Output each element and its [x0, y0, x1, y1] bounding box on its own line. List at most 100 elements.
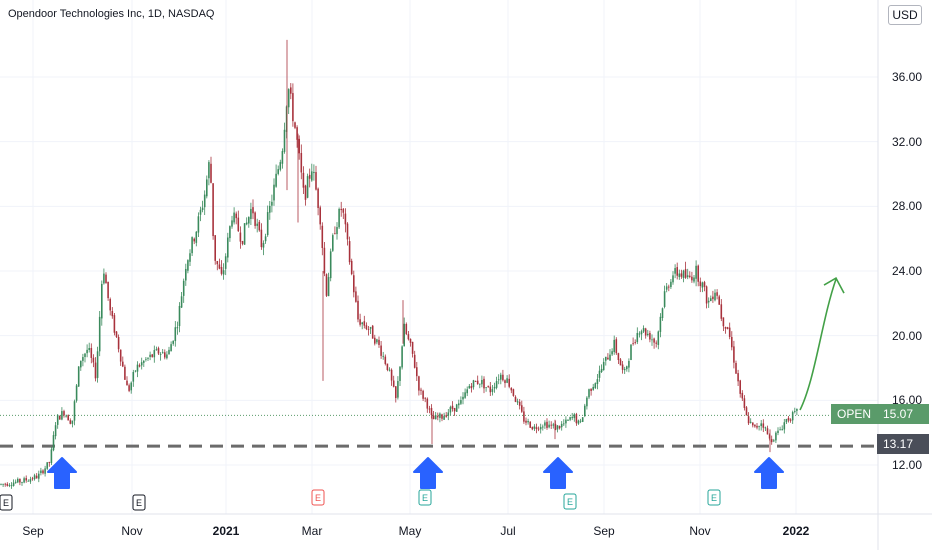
y-tick-label: 20.00	[891, 328, 922, 343]
candle-body	[416, 367, 418, 377]
candle	[94, 357, 97, 382]
candle	[619, 357, 622, 366]
candle	[678, 269, 681, 280]
candle-body	[733, 346, 735, 363]
candle	[516, 398, 519, 406]
candle	[334, 226, 336, 235]
candle-body	[73, 401, 76, 421]
candle	[569, 416, 571, 422]
candle	[684, 261, 687, 279]
candle	[487, 385, 489, 388]
candle-body	[90, 348, 93, 358]
candle	[388, 367, 391, 372]
candle-body	[649, 332, 651, 340]
up-arrow-icon	[543, 457, 573, 489]
candle-body	[313, 171, 315, 174]
candle-body	[689, 275, 691, 277]
candle	[193, 237, 195, 245]
candle-body	[537, 428, 540, 430]
candle-body	[332, 235, 334, 251]
candle-body	[712, 296, 714, 300]
candle	[787, 415, 790, 423]
candle-body	[8, 485, 11, 486]
candle	[292, 83, 294, 127]
candle	[581, 417, 584, 423]
candle	[14, 479, 17, 484]
candle-body	[695, 265, 697, 279]
candle-body	[485, 387, 487, 388]
candle	[535, 423, 538, 434]
candle	[145, 356, 147, 362]
candle-body	[101, 283, 103, 319]
candle-body	[495, 381, 498, 388]
candle	[214, 235, 216, 265]
candle	[728, 322, 731, 340]
currency-button[interactable]: USD	[888, 5, 922, 25]
candle	[376, 338, 378, 345]
candle	[224, 253, 227, 276]
candle-body	[594, 383, 597, 389]
candle-body	[411, 341, 414, 354]
candle	[239, 226, 242, 249]
candle	[21, 481, 23, 486]
candle-body	[598, 370, 601, 378]
candle	[216, 260, 219, 271]
candle-body	[296, 127, 298, 140]
candle	[378, 336, 380, 348]
candle	[109, 297, 111, 316]
candle-body	[439, 413, 441, 418]
candle-body	[306, 176, 309, 198]
candle	[54, 421, 57, 440]
candle-body	[504, 380, 506, 384]
candle-body	[437, 416, 439, 418]
projection-arrowhead	[823, 276, 845, 294]
candle	[539, 423, 542, 434]
candle	[59, 415, 61, 420]
candle	[468, 384, 471, 389]
candle	[332, 233, 334, 252]
candle	[56, 413, 59, 429]
candle	[269, 200, 271, 220]
candle	[374, 334, 376, 346]
candle	[542, 424, 544, 431]
y-tick-label: 36.00	[891, 70, 922, 84]
earnings-label: E	[315, 493, 321, 503]
candle	[695, 260, 697, 287]
candle-body	[378, 339, 380, 345]
candle-body	[575, 414, 578, 424]
candle	[781, 425, 783, 431]
up-arrow-shape	[754, 457, 784, 489]
candle	[586, 396, 588, 410]
candle	[33, 473, 36, 481]
candle-body	[615, 339, 618, 354]
candle	[743, 395, 746, 411]
candle	[248, 216, 250, 228]
candle-body	[6, 483, 9, 486]
candle	[445, 412, 447, 418]
candle	[611, 348, 613, 357]
candle	[281, 148, 284, 169]
candle-body	[779, 429, 781, 431]
candle	[283, 122, 286, 154]
candle	[29, 476, 32, 484]
candle-body	[216, 261, 219, 265]
candle-body	[529, 421, 531, 428]
candle	[344, 208, 347, 233]
candle	[453, 407, 456, 416]
candle	[521, 400, 523, 413]
candle-body	[657, 331, 660, 345]
candle-body	[292, 93, 294, 122]
candle	[584, 403, 586, 418]
candle-body	[401, 346, 403, 368]
candle	[724, 326, 727, 334]
candle	[340, 201, 342, 217]
candle-body	[382, 355, 384, 357]
candle	[266, 205, 269, 237]
candle-body	[359, 319, 361, 325]
candle-body	[153, 350, 156, 358]
candle	[311, 163, 313, 182]
candle	[65, 414, 67, 418]
candle-body	[766, 428, 769, 435]
candle-body	[756, 425, 758, 428]
